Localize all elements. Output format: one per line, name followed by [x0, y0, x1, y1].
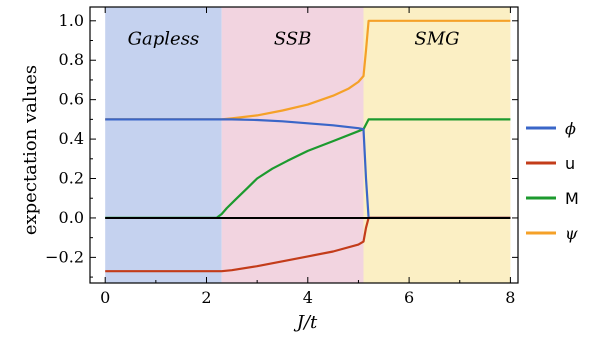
y-tick-label: 1.0 — [59, 11, 84, 30]
x-tick-label: 8 — [505, 288, 515, 307]
x-tick-label: 4 — [303, 288, 313, 307]
y-tick-label: 0.0 — [59, 208, 84, 227]
legend-label-0: ϕ — [565, 119, 576, 138]
y-tick-label: −0.2 — [45, 247, 84, 266]
series-lines — [105, 19, 511, 273]
region-ssb — [221, 7, 364, 283]
series-line-1 — [105, 216, 511, 273]
legend-label-1: u — [565, 154, 575, 173]
y-tick-label: 0.8 — [59, 50, 84, 69]
series-line-2 — [105, 118, 511, 219]
y-tick-label: 0.2 — [59, 169, 84, 188]
x-tick-label: 0 — [100, 288, 110, 307]
y-axis-title: expectation values — [20, 65, 41, 235]
plot-frame — [89, 6, 519, 284]
region-smg — [363, 7, 511, 283]
x-axis-title: J/t — [293, 312, 318, 333]
axis-ticks: 0 2 4 6 8 −0.2 0.0 0.2 0.4 0.6 0.8 1.0 — [45, 7, 518, 307]
y-tick-label: 0.6 — [59, 90, 84, 109]
region-label-ssb: SSB — [274, 28, 312, 49]
region-label-smg: SMG — [414, 28, 459, 49]
phase-regions — [105, 7, 511, 283]
legend-label-3: ψ — [565, 224, 578, 243]
region-labels: Gapless SSB SMG — [128, 28, 460, 49]
x-tick-label: 6 — [404, 288, 414, 307]
y-tick-label: 0.4 — [59, 129, 84, 148]
x-tick-label: 2 — [201, 288, 211, 307]
legend-label-2: M — [565, 189, 579, 208]
region-label-gapless: Gapless — [128, 28, 200, 49]
region-gapless — [105, 7, 222, 283]
series-line-0 — [105, 118, 511, 219]
